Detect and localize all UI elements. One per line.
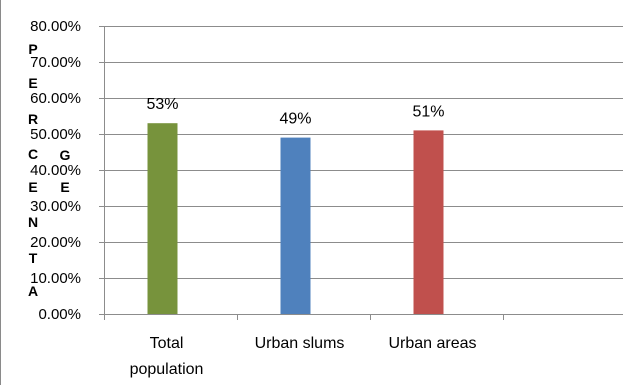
y-axis-label-letter: C	[28, 146, 38, 162]
y-tick-label: 60.00%	[30, 90, 81, 107]
y-tick-label: 30.00%	[30, 198, 81, 215]
y-axis-label-letter: E	[28, 179, 37, 195]
data-labels: 53% 49% 51%	[146, 96, 444, 127]
y-tick-label: 10.00%	[30, 270, 81, 287]
gridlines	[104, 26, 623, 279]
y-axis-label-letter: R	[28, 111, 38, 127]
y-axis-label-letter: E	[28, 75, 37, 91]
x-category-label: Total population	[130, 335, 204, 378]
category-labels: Total population Urban slums Urban areas	[130, 335, 477, 378]
y-tick-label: 50.00%	[30, 126, 81, 143]
y-axis-label-letter: E	[60, 179, 69, 195]
y-tick-label: 70.00%	[30, 54, 81, 71]
y-tick-label: 20.00%	[30, 234, 81, 251]
y-axis-label-letter: N	[28, 214, 38, 230]
y-tick-label: 80.00%	[30, 18, 81, 35]
axes	[99, 26, 623, 320]
y-tick-label: 0.00%	[38, 306, 81, 323]
y-axis-label-letter: T	[29, 250, 38, 266]
bar-3	[413, 130, 444, 314]
data-label: 53%	[146, 96, 178, 113]
bars	[147, 123, 444, 314]
x-category-label: Urban slums	[255, 335, 345, 352]
y-tick-label: 40.00%	[30, 162, 81, 179]
data-label: 51%	[412, 103, 444, 120]
y-tick-labels: 0.00% 10.00% 20.00% 30.00% 40.00% 50.00% 60.00…	[30, 18, 81, 323]
bar-2	[280, 137, 311, 314]
y-axis-label-letter: A	[28, 283, 38, 299]
y-axis-label-letter: G	[60, 147, 71, 163]
bar-1	[147, 123, 178, 314]
y-axis-label-letter: P	[28, 41, 37, 57]
x-category-label: Urban areas	[388, 335, 476, 352]
data-label: 49%	[279, 111, 311, 128]
